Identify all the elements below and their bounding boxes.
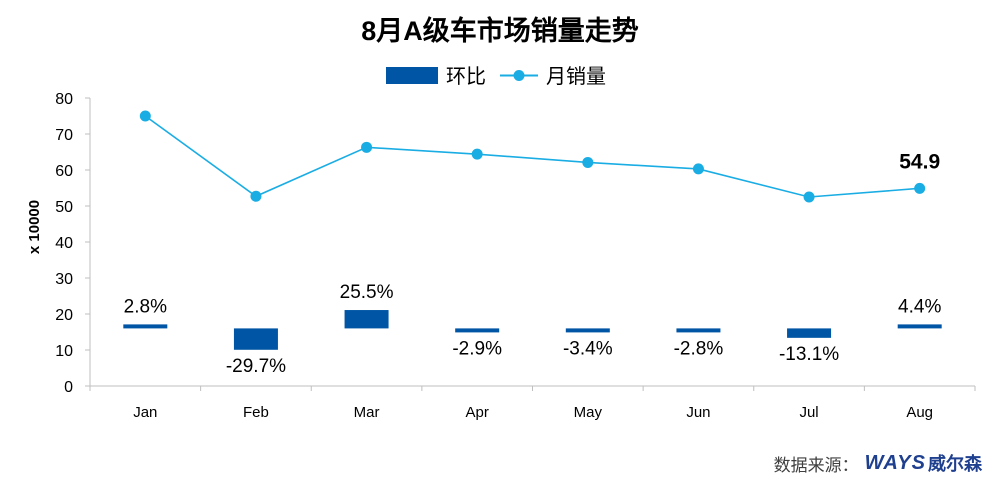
chart-title: 8月A级车市场销量走势 [361, 15, 639, 46]
line-point [914, 182, 926, 194]
x-tick-label: Feb [243, 404, 269, 421]
sales-line [144, 115, 920, 198]
legend-bar-label: 环比 [446, 65, 486, 88]
x-tick-label: May [574, 404, 603, 421]
bar [897, 324, 942, 329]
legend-line-label: 月销量 [546, 65, 606, 88]
bar [676, 328, 721, 333]
bar [233, 328, 278, 350]
line-point [803, 191, 815, 203]
bar [344, 310, 389, 329]
x-tick-label: Apr [466, 404, 489, 421]
y-tick-label: 40 [55, 235, 73, 252]
x-tick-label: Jan [133, 404, 157, 421]
bar-data-label: -2.9% [452, 338, 502, 359]
line-point [692, 163, 704, 175]
y-tick-label: 0 [64, 379, 73, 396]
line-point [139, 110, 151, 122]
bar [455, 328, 500, 333]
legend-line-marker [513, 70, 525, 81]
y-tick-label: 20 [55, 307, 73, 324]
x-tick-label: Jun [686, 404, 710, 421]
weiersen-logo: 威尔森 [928, 454, 982, 474]
y-tick-label: 50 [55, 199, 73, 216]
y-tick-label: 60 [55, 163, 73, 180]
line-point [471, 148, 483, 160]
y-tick-label: 30 [55, 271, 73, 288]
y-tick-label: 10 [55, 343, 73, 360]
y-axis-label: x 10000 [26, 200, 43, 254]
bar-data-label: 2.8% [124, 296, 167, 317]
bar-data-label: 4.4% [898, 296, 941, 317]
bar-data-label: -29.7% [226, 356, 286, 377]
x-tick-label: Aug [906, 404, 933, 421]
ways-logo: WAYS [864, 451, 926, 474]
bar-data-label: 25.5% [340, 282, 394, 303]
legend-bar-swatch [386, 67, 438, 84]
bar [787, 328, 832, 338]
data-source: 数据来源： WAYS 威尔森 [774, 450, 982, 476]
bar [565, 328, 610, 333]
line-point [250, 190, 262, 202]
bar-data-label: -2.8% [674, 338, 724, 359]
y-tick-label: 80 [55, 91, 73, 108]
y-tick-label: 70 [55, 127, 73, 144]
bar-data-label: -13.1% [779, 344, 839, 365]
bar-data-label: -3.4% [563, 338, 613, 359]
x-tick-label: Mar [354, 404, 380, 421]
line-point [582, 156, 594, 168]
bar [123, 324, 168, 329]
source-label: 数据来源： [773, 455, 859, 475]
x-tick-label: Jul [799, 404, 818, 421]
line-point [361, 141, 373, 153]
line-data-label: 54.9 [899, 150, 940, 173]
